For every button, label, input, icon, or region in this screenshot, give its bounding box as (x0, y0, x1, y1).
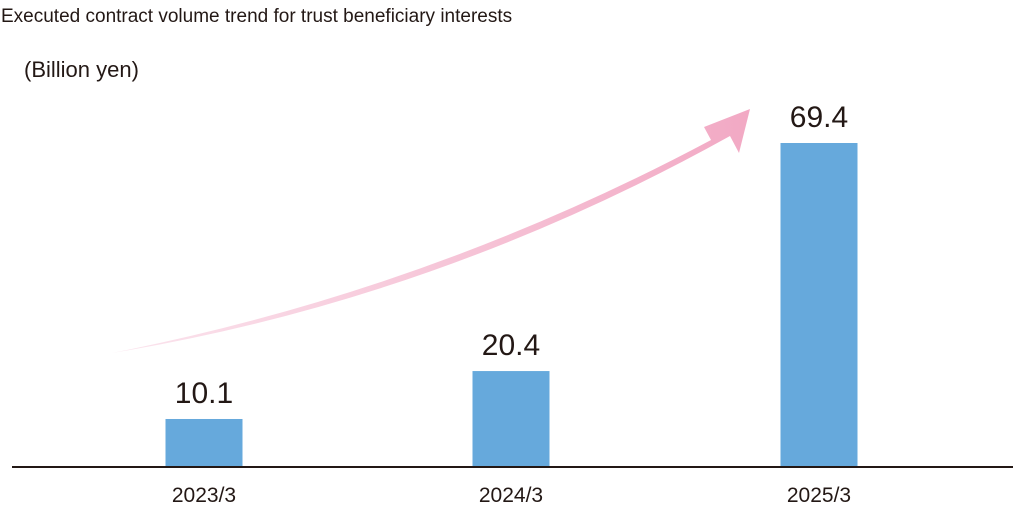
bar-series (165, 143, 858, 466)
value-label-2023-3: 10.1 (175, 377, 233, 410)
trend-arrow (112, 109, 750, 353)
bar-2024-3 (472, 371, 550, 466)
chart-title: Executed contract volume trend for trust… (1, 6, 512, 27)
bar-2023-3 (165, 418, 243, 466)
x-tick-label-2024-3: 2024/3 (479, 484, 543, 507)
x-tick-label-2023-3: 2023/3 (172, 484, 236, 507)
x-axis-tick-labels: 2023/3 2024/3 2025/3 (172, 484, 851, 507)
value-label-2025-3: 69.4 (790, 101, 848, 134)
x-tick-label-2025-3: 2025/3 (787, 484, 851, 507)
bar-2025-3 (780, 143, 858, 466)
value-label-2024-3: 20.4 (482, 329, 540, 362)
unit-label: (Billion yen) (24, 57, 139, 82)
value-labels: 10.1 20.4 69.4 (175, 101, 848, 410)
